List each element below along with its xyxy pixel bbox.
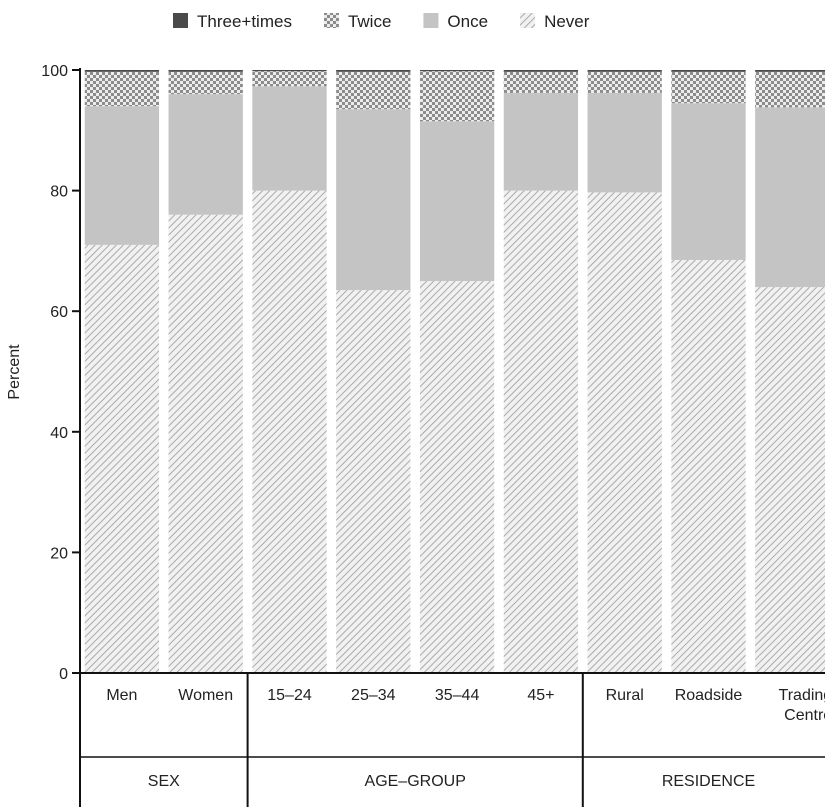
group-label: AGE–GROUP [365, 773, 466, 790]
bar-segment-twice-roadside [671, 71, 746, 104]
x-category-label: 15–24 [267, 687, 312, 704]
x-category-label: Centre [784, 707, 825, 724]
bar-segment-never-35-44 [419, 281, 495, 673]
bar-segment-three-times-15-24 [252, 70, 327, 72]
x-axis: Men Women 15–24 25–34 35–44 45+ Rural Roadside T… [79, 672, 825, 807]
x-category-label: Men [106, 687, 137, 704]
bar-segment-never-men [84, 244, 160, 673]
bar-segment-once-men [84, 106, 160, 245]
bar-segment-three-times-25-34 [336, 70, 411, 72]
legend-label: Three+times [197, 12, 292, 31]
group-label: RESIDENCE [662, 773, 755, 790]
bar-segment-never-45 [503, 190, 579, 673]
bar-segment-three-times-35-44 [419, 70, 495, 72]
y-axis: 0 20 40 60 80 100 [41, 63, 81, 683]
bar-segment-once-trading-centre [755, 107, 825, 288]
y-tick-label: 0 [59, 666, 68, 683]
x-category-label: Trading [779, 687, 825, 704]
group-label: SEX [148, 773, 180, 790]
bar-segment-three-times-rural [587, 70, 662, 72]
bar-segment-never-rural [587, 192, 662, 673]
legend-label: Once [447, 12, 488, 31]
legend-swatch [423, 13, 439, 28]
bar-segment-once-45 [503, 92, 579, 191]
bar-segment-never-15-24 [252, 190, 327, 673]
bar-segment-once-women [168, 94, 243, 215]
y-tick-label: 60 [50, 304, 68, 321]
bar-segment-never-roadside [671, 259, 746, 673]
y-tick-label: 40 [50, 425, 68, 442]
bar-segment-twice-men [84, 71, 160, 107]
bar-segment-once-15-24 [252, 86, 327, 191]
bar-segment-twice-35-44 [419, 71, 495, 122]
bar-segment-twice-25-34 [336, 71, 411, 110]
bar-segment-twice-45 [503, 71, 579, 93]
x-category-label: 45+ [527, 687, 554, 704]
legend-item-twice: Twice [323, 12, 391, 31]
legend-item-never: Never [520, 12, 590, 31]
legend-item-three-times: Three+times [173, 12, 292, 31]
legend-label: Twice [348, 12, 391, 31]
bar-segment-never-trading-centre [755, 287, 825, 673]
bar-segment-once-35-44 [419, 121, 495, 282]
bar-segment-twice-women [168, 71, 243, 95]
legend: Three+times Twice Once Never [173, 12, 590, 31]
x-category-label: Women [178, 687, 233, 704]
legend-swatch [323, 13, 339, 28]
bar-segment-never-women [168, 214, 243, 673]
bar-segment-three-times-roadside [671, 70, 746, 72]
x-category-label: Rural [606, 687, 644, 704]
bar-segment-once-25-34 [336, 109, 411, 291]
y-tick-label: 80 [50, 184, 68, 201]
bar-segment-three-times-45 [503, 70, 579, 72]
y-tick-label: 100 [41, 63, 68, 80]
bar-segment-once-roadside [671, 103, 746, 260]
bar-segment-twice-trading-centre [755, 71, 825, 108]
x-category-label: 35–44 [435, 687, 480, 704]
x-category-label: Roadside [675, 687, 743, 704]
bar-segment-twice-15-24 [252, 71, 327, 87]
legend-swatch [520, 13, 536, 28]
bar-segment-three-times-women [168, 70, 243, 72]
bar-segment-once-rural [587, 92, 662, 193]
legend-swatch [173, 13, 188, 28]
y-tick-label: 20 [50, 545, 68, 562]
bar-segment-three-times-trading-centre [755, 70, 825, 72]
y-axis-label: Percent [6, 344, 23, 400]
bar-segment-never-25-34 [336, 290, 411, 673]
bar-segment-twice-rural [587, 71, 662, 93]
legend-label: Never [544, 12, 590, 31]
legend-item-once: Once [423, 12, 488, 31]
bars-layer [84, 70, 825, 673]
x-category-label: 25–34 [351, 687, 396, 704]
bar-segment-three-times-men [84, 70, 160, 72]
